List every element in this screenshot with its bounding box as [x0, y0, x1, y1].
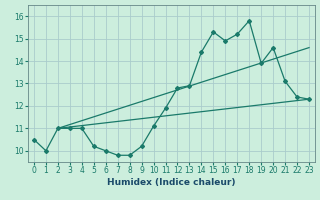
X-axis label: Humidex (Indice chaleur): Humidex (Indice chaleur) [107, 178, 236, 187]
